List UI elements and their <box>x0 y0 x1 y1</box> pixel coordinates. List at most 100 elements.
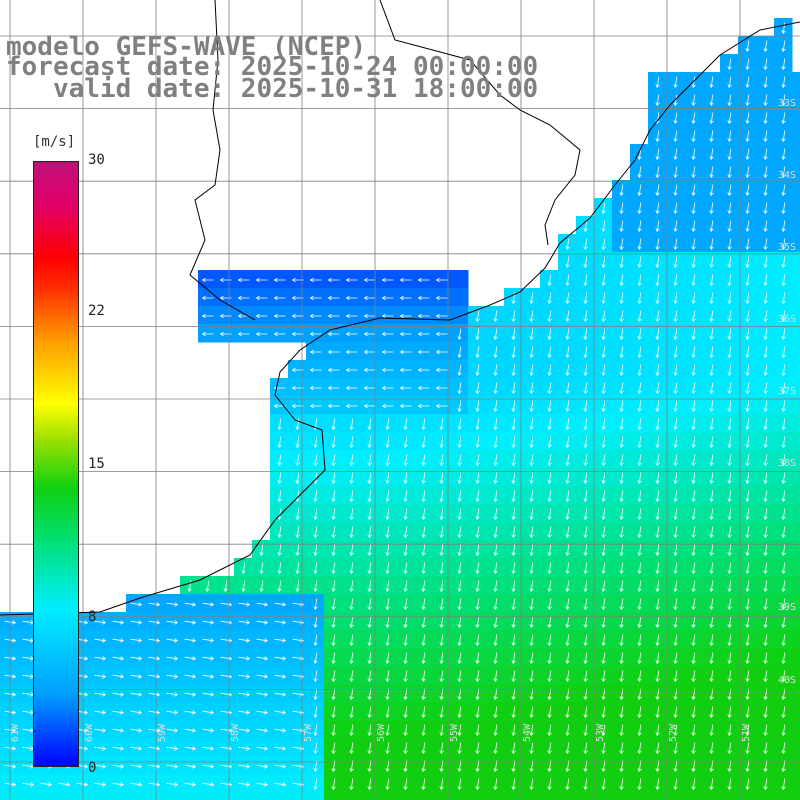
speed-cell <box>738 594 757 613</box>
wind-arrow <box>619 220 624 233</box>
speed-cell <box>324 576 343 595</box>
wind-arrow <box>565 634 570 647</box>
wind-arrow <box>565 526 570 539</box>
speed-cell <box>576 432 595 451</box>
speed-cell <box>576 522 595 541</box>
wind-arrow <box>781 346 786 359</box>
wind-arrow <box>709 400 714 413</box>
speed-cell <box>378 414 397 433</box>
wind-arrow <box>94 638 107 643</box>
wind-arrow <box>601 454 606 467</box>
wind-arrow <box>637 706 642 719</box>
wind-arrow <box>619 184 624 197</box>
speed-cell <box>450 342 469 361</box>
speed-cell <box>324 594 343 613</box>
wind-arrow <box>166 674 179 679</box>
wind-arrow <box>691 706 696 719</box>
wind-arrow <box>763 580 768 593</box>
wind-arrow <box>583 310 588 323</box>
wind-arrow <box>763 616 768 629</box>
wind-arrow <box>547 742 552 755</box>
wind-arrow <box>763 724 768 737</box>
speed-cell <box>18 684 37 703</box>
wind-arrow <box>475 400 480 413</box>
speed-cell <box>396 270 415 289</box>
wind-arrow <box>727 130 732 143</box>
wind-arrow <box>745 76 750 89</box>
speed-cell <box>324 432 343 451</box>
wind-arrow <box>565 688 570 701</box>
speed-cell <box>468 522 487 541</box>
speed-cell <box>630 252 649 271</box>
wind-arrow <box>349 580 354 593</box>
speed-cell <box>720 216 739 235</box>
wind-arrow <box>709 652 714 665</box>
wind-arrow <box>274 692 287 697</box>
wind-arrow <box>457 562 462 575</box>
speed-cell <box>144 774 163 793</box>
speed-cell <box>306 702 325 721</box>
wind-arrow <box>673 112 678 125</box>
speed-cell <box>252 738 271 757</box>
wind-arrow <box>691 112 696 125</box>
speed-cell <box>792 234 800 253</box>
speed-cell <box>306 324 325 343</box>
speed-cell <box>90 684 109 703</box>
speed-cell <box>666 108 685 127</box>
wind-arrow <box>655 202 660 215</box>
speed-cell <box>144 612 163 631</box>
colorbar-tick: 8 <box>88 609 97 625</box>
speed-cell <box>432 594 451 613</box>
wind-arrow <box>493 310 498 323</box>
speed-cell <box>324 792 343 800</box>
wind-arrow <box>331 670 336 683</box>
wind-arrow <box>745 544 750 557</box>
speed-cell <box>630 180 649 199</box>
wind-arrow <box>493 382 498 395</box>
speed-cell <box>342 558 361 577</box>
speed-cell <box>180 702 199 721</box>
speed-cell <box>774 18 793 37</box>
wind-arrow <box>601 778 606 791</box>
speed-cell <box>504 468 523 487</box>
wind-arrow <box>601 580 606 593</box>
speed-cell <box>738 162 757 181</box>
speed-cell <box>792 306 800 325</box>
speed-cell <box>252 324 271 343</box>
wind-arrow <box>439 544 444 557</box>
speed-cell <box>756 522 775 541</box>
speed-cell <box>0 666 19 685</box>
wind-arrow <box>727 202 732 215</box>
wind-arrow <box>529 778 534 791</box>
speed-cell <box>594 702 613 721</box>
speed-cell <box>702 414 721 433</box>
speed-cell <box>270 396 289 415</box>
wind-arrow <box>439 724 444 737</box>
speed-cell <box>144 630 163 649</box>
speed-cell <box>270 774 289 793</box>
speed-cell <box>108 666 127 685</box>
wind-arrow <box>619 310 624 323</box>
wind-arrow <box>295 526 300 539</box>
speed-cell <box>198 594 217 613</box>
wind-arrow <box>511 472 516 485</box>
speed-cell <box>234 288 253 307</box>
wind-arrow <box>583 562 588 575</box>
speed-cell <box>612 540 631 559</box>
wind-arrow <box>781 454 786 467</box>
wind-arrow <box>637 220 642 233</box>
speed-cell <box>252 666 271 685</box>
speed-cell <box>612 396 631 415</box>
speed-cell <box>738 522 757 541</box>
speed-cell <box>414 468 433 487</box>
speed-cell <box>396 684 415 703</box>
wind-arrow <box>295 418 300 431</box>
wind-arrow <box>655 364 660 377</box>
speed-cell <box>468 702 487 721</box>
wind-arrow <box>58 782 71 787</box>
lon-label: 56W <box>376 723 387 742</box>
wind-arrow <box>331 760 336 773</box>
speed-cell <box>234 558 253 577</box>
speed-cell <box>504 720 523 739</box>
